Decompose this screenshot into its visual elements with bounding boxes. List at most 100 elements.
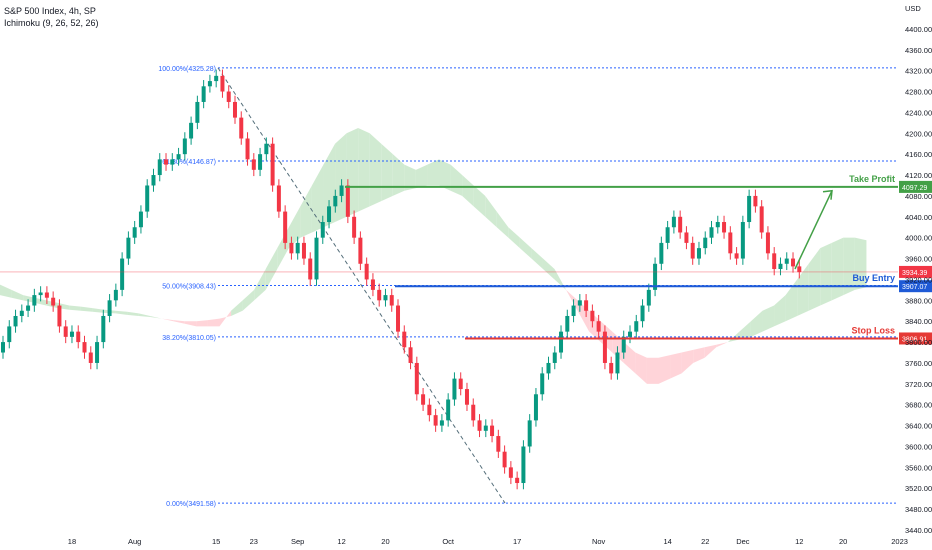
price-tick: 3720.00 [905,380,932,389]
price-tick: 4040.00 [905,213,932,222]
candle-body [678,216,683,233]
cloud-segment [462,175,474,207]
candle-body [684,232,689,243]
candle-body [615,352,620,374]
candle-body [301,242,306,259]
time-axis: 18 Aug 15 23 Sep 12 20 Oct 17 Nov 14 22 Dec 12 20 2023 [68,537,908,546]
cloud-segment [693,347,705,363]
cloud-segment [415,164,428,189]
candle-body [747,195,752,223]
fib-label: 0.00%(3491.58) [166,501,216,508]
cloud-segment [681,349,694,374]
time-tick: 20 [839,537,847,546]
candle-body [458,378,463,390]
cloud-segment [785,279,798,322]
projection-arrow [794,190,833,270]
candle-body [370,279,375,290]
time-tick: 12 [337,537,345,546]
candle-body [565,315,570,332]
cloud-segment [508,227,520,249]
candle-body [797,266,802,273]
level-price-tag [899,280,932,293]
candle-body [433,415,438,426]
candle-body [540,373,545,395]
cloud-segment [854,237,867,290]
candle-body [577,300,582,306]
candle-body [32,295,37,306]
candle-body [596,321,601,332]
candle-body [364,263,369,280]
candle-body [232,101,237,118]
candle-body [63,326,68,337]
candle-body [333,195,338,207]
candle-body [609,362,614,374]
cloud-segment [219,310,232,327]
fib-trendline [217,67,506,504]
candle-body [671,216,676,228]
candle-body [753,195,758,207]
candle-body [559,331,564,353]
candle-body [590,310,595,322]
candle-body [408,347,413,363]
cloud-segment [207,318,220,327]
arrow-head-icon [822,189,833,200]
cloud-segment [381,143,393,202]
candle-body [452,378,457,400]
level-price: 4097.29 [902,185,927,192]
time-tick: Dec [736,537,750,546]
candle-body [176,154,181,160]
cloud-segment [542,258,555,280]
cloud-segment [127,311,139,316]
level-name: Stop Loss [851,325,895,335]
cloud-segment [485,195,497,228]
candle-body [245,138,250,160]
price-tick: 4240.00 [905,108,932,117]
candle-body [107,300,112,316]
price-tick: 3920.00 [905,275,932,284]
cloud-segment [716,342,728,348]
candle-body [728,232,733,254]
price-tick: 4200.00 [905,129,932,138]
candle-body [308,258,313,280]
candle-body [82,342,87,353]
time-tick: 2023 [891,537,908,546]
candle-body [126,237,131,259]
candle-body [289,242,294,254]
candle-body [377,289,382,301]
candle-body [195,101,200,123]
price-tick: 3440.00 [905,526,932,535]
ichimoku-cloud [0,128,867,384]
candle-body [295,242,300,254]
candle-body [521,446,526,484]
cloud-segment [69,305,81,311]
candle-body [251,159,256,170]
candle-body [772,253,777,269]
price-tick: 4120.00 [905,171,932,180]
price-tick: 4400.00 [905,25,932,34]
level-name: Take Profit [849,174,895,184]
level-price-tag [899,332,932,345]
cloud-segment [646,357,659,384]
candle-body [389,295,394,306]
trade-levels: Take Profit 4097.29 Buy Entry 3907.07 Stop L… [0,174,932,345]
cloud-segment [704,344,717,358]
price-tick: 3680.00 [905,401,932,410]
candle-body [1,342,5,353]
candle-body [784,258,789,264]
candle-body [502,451,507,468]
price-tick: 3840.00 [905,317,932,326]
currency-label: USD [905,4,921,13]
candle-body [483,425,488,431]
candle-body [471,404,476,421]
time-tick: 22 [701,537,709,546]
candle-body [628,331,632,337]
candle-body [396,305,401,332]
cloud-segment [265,248,278,290]
candle-body [276,185,281,212]
candle-body [439,420,444,426]
candle-body [26,305,31,311]
cloud-segment [358,128,370,212]
price-tick: 3480.00 [905,505,932,514]
candle-body [132,227,137,238]
